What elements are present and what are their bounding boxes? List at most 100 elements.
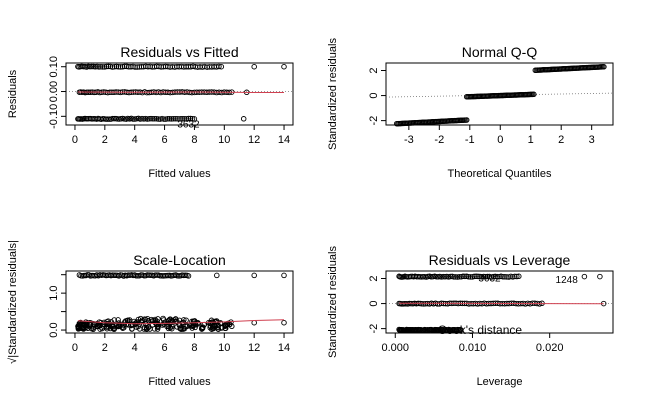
data-point: [103, 321, 110, 327]
data-point: [105, 63, 112, 70]
data-point: [191, 116, 198, 122]
y-tick-label: -0.10: [48, 104, 60, 129]
y-axis-title: Standardized residuals: [327, 38, 339, 150]
data-point: [115, 64, 122, 70]
data-point: [130, 116, 136, 122]
data-point: [137, 315, 144, 322]
data-point: [207, 325, 213, 331]
x-tick-label: -1: [465, 134, 475, 146]
x-tick-label: 4: [132, 134, 138, 146]
data-point: [117, 64, 124, 70]
chart-title: Scale-Location: [133, 252, 226, 268]
x-tick-label: 0.010: [459, 342, 487, 354]
data-point: [97, 326, 103, 332]
data-point: [218, 63, 225, 70]
data-point: [219, 324, 225, 331]
x-tick-label: 14: [278, 134, 290, 146]
y-tick-label: -2: [368, 324, 380, 334]
y-tick-label: 0: [368, 93, 380, 99]
x-tick-label: 12: [248, 134, 260, 146]
data-point: [482, 273, 489, 280]
smooth-line: [77, 91, 284, 93]
data-point: [433, 273, 440, 280]
data-point: [170, 115, 177, 122]
data-point: [442, 273, 448, 280]
x-axis-title: Leverage: [477, 376, 523, 388]
panel-scale-location: Scale-Location 0 2 4 6 8 10 12 14 0.0 1.0 Fitted va…: [7, 240, 294, 388]
data-point: [152, 317, 158, 324]
y-tick-label: 0.00: [48, 81, 60, 102]
point-label: 3632: [478, 273, 501, 284]
data-point: [500, 274, 506, 280]
panel-residuals-vs-fitted: Residuals vs Fitted 0 2 4 6 8 10 12 14 -0.10 0.00 0…: [7, 44, 294, 180]
data-point: [176, 116, 182, 122]
data-point: [434, 301, 441, 307]
data-point: [153, 115, 160, 122]
y-tick-label: 0.10: [48, 56, 60, 77]
data-point: [178, 116, 184, 122]
data-point: [214, 272, 220, 279]
data-point: [182, 115, 188, 122]
point-label: 3632: [177, 119, 200, 130]
data-point: [440, 273, 447, 280]
data-point: [103, 63, 110, 70]
data-point: [189, 115, 196, 122]
data-point: [180, 116, 186, 122]
data-point: [90, 324, 97, 330]
data-point: [240, 116, 247, 122]
data-point: [163, 116, 169, 122]
data-point: [99, 64, 106, 70]
x-tick-label: 14: [278, 342, 290, 354]
data-point: [473, 273, 479, 280]
data-point: [172, 115, 178, 122]
x-tick-label: 2: [102, 134, 108, 146]
data-point: [161, 116, 167, 122]
x-axis-title: Fitted values: [148, 168, 211, 180]
data-point: [456, 273, 463, 280]
data-point: [195, 321, 202, 327]
y-tick-label: -2: [368, 116, 380, 126]
data-point: [215, 324, 221, 331]
data-point: [169, 323, 175, 330]
data-point: [479, 274, 485, 280]
cooks-distance-legend: Cook's distance: [438, 323, 523, 337]
y-tick-label: 2: [368, 67, 380, 73]
data-point: [447, 273, 454, 280]
data-point: [209, 325, 216, 332]
data-point: [477, 273, 483, 280]
data-point: [451, 274, 457, 280]
x-tick-label: 12: [248, 342, 260, 354]
x-tick-label: 3: [589, 134, 595, 146]
data-point: [75, 326, 82, 332]
data-point: [475, 273, 481, 280]
data-point: [169, 325, 175, 332]
data-point: [109, 323, 116, 330]
data-point: [488, 274, 495, 280]
data-point: [168, 116, 175, 122]
data-point: [88, 63, 95, 70]
data-point: [467, 274, 474, 280]
data-point: [281, 319, 287, 326]
data-point: [96, 64, 102, 70]
data-point: [471, 273, 477, 280]
y-axis-title: Standardized residuals: [327, 246, 339, 358]
data-point: [109, 64, 116, 70]
y-tick-label: 2: [368, 275, 380, 281]
data-point: [164, 116, 171, 122]
data-point: [502, 274, 508, 280]
x-tick-label: 0: [72, 134, 78, 146]
data-point: [512, 273, 518, 280]
data-point: [144, 325, 150, 331]
x-tick-label: 10: [218, 134, 230, 146]
x-tick-label: -3: [404, 134, 414, 146]
smooth-line: [399, 302, 604, 305]
data-point: [187, 115, 194, 122]
y-axis-title: √|Standardized residuals|: [7, 240, 19, 364]
data-point: [208, 326, 215, 332]
data-point: [281, 63, 287, 70]
data-point: [187, 323, 194, 329]
data-point: [453, 274, 459, 280]
data-point: [531, 91, 537, 98]
data-point: [421, 301, 427, 307]
data-point: [504, 274, 510, 280]
